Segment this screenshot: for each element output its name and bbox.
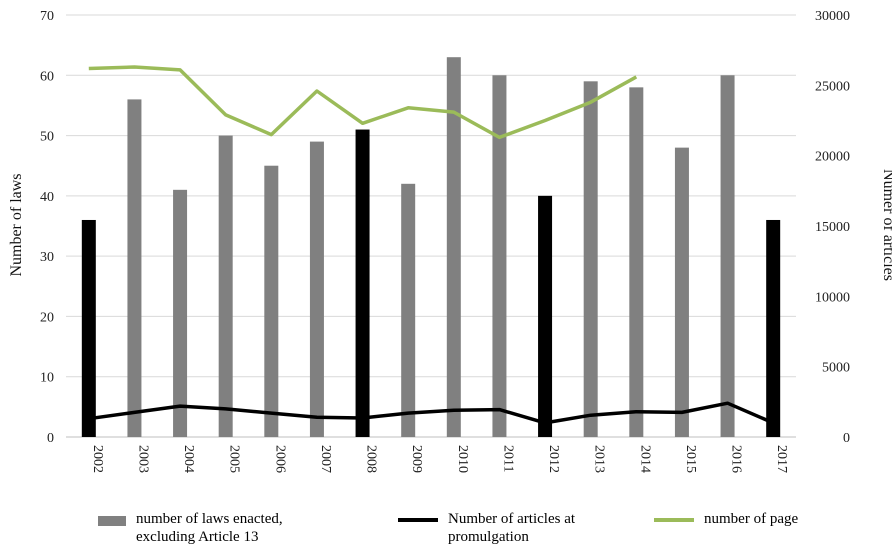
bar-2016 xyxy=(720,75,735,438)
x-tick-label: 2002 xyxy=(90,445,105,473)
bar-2008 xyxy=(355,129,370,438)
bar-2012 xyxy=(538,195,553,437)
legend-swatch-bar xyxy=(98,516,126,526)
left-tick-label: 10 xyxy=(40,371,54,386)
bar-2006 xyxy=(264,165,279,437)
x-tick-label: 2008 xyxy=(364,445,379,473)
legend-label-pages: number of page xyxy=(704,511,799,527)
left-tick-label: 40 xyxy=(40,190,54,205)
left-tick-label: 20 xyxy=(40,310,54,325)
left-tick-label: 50 xyxy=(40,130,54,145)
left-axis-ticks: 0 10 20 30 40 50 60 70 xyxy=(40,9,54,446)
right-axis-ticks: 0 5000 10000 15000 20000 25000 30000 xyxy=(815,9,850,446)
x-tick-label: 2004 xyxy=(181,445,196,473)
bar-2011 xyxy=(492,75,507,438)
articles-line xyxy=(88,401,774,425)
x-tick-label: 2017 xyxy=(774,445,789,473)
legend-label-laws: number of laws enacted, excluding Articl… xyxy=(136,511,283,545)
legend: number of laws enacted, excluding Articl… xyxy=(0,510,892,555)
legend-label-articles: Number of articles at promulgation xyxy=(448,511,576,545)
left-tick-label: 60 xyxy=(40,69,54,84)
right-axis-label: Numer of articles xyxy=(880,169,892,281)
x-tick-label: 2005 xyxy=(227,445,242,473)
legend-swatch-articles-line xyxy=(398,518,438,522)
bar-2015 xyxy=(674,147,689,437)
x-tick-label: 2009 xyxy=(409,445,424,473)
bar-2014 xyxy=(629,87,644,437)
left-tick-label: 0 xyxy=(47,431,54,446)
bar-2013 xyxy=(583,81,598,438)
x-tick-label: 2006 xyxy=(272,445,287,473)
line-series xyxy=(88,65,774,425)
bar-2004 xyxy=(173,189,188,437)
right-tick-label: 5000 xyxy=(822,361,850,376)
x-tick-label: 2003 xyxy=(135,445,150,473)
right-tick-label: 20000 xyxy=(815,150,850,165)
bar-2003 xyxy=(127,99,142,438)
x-tick-label: 2007 xyxy=(318,445,333,473)
x-axis-ticks: 2002 2003 2004 2005 2006 2007 2008 2009 2010 2011… xyxy=(90,445,789,473)
x-tick-label: 2014 xyxy=(637,445,652,473)
right-tick-label: 25000 xyxy=(815,79,850,94)
x-tick-label: 2016 xyxy=(729,445,744,473)
bar-2017 xyxy=(766,219,781,437)
x-tick-label: 2013 xyxy=(592,445,607,473)
bar-2002 xyxy=(81,219,96,437)
bar-2010 xyxy=(446,57,461,437)
right-tick-label: 0 xyxy=(843,431,850,446)
legend-item-laws: number of laws enacted, excluding Articl… xyxy=(98,510,283,546)
left-tick-label: 30 xyxy=(40,250,54,265)
right-tick-label: 30000 xyxy=(815,9,850,24)
legend-item-articles: Number of articles at promulgation xyxy=(398,510,575,546)
right-tick-label: 15000 xyxy=(815,220,850,235)
x-tick-label: 2012 xyxy=(546,445,561,473)
legend-swatch-pages-line xyxy=(654,518,694,522)
legend-item-pages: number of page xyxy=(654,510,798,528)
x-tick-label: 2010 xyxy=(455,445,470,473)
x-tick-label: 2015 xyxy=(683,445,698,473)
x-tick-label: 2011 xyxy=(500,445,515,472)
left-tick-label: 70 xyxy=(40,9,54,24)
bar-2007 xyxy=(309,141,324,437)
bar-2005 xyxy=(218,135,233,438)
pages-line xyxy=(88,65,638,140)
bar-series xyxy=(81,57,781,438)
bar-2009 xyxy=(401,183,416,437)
left-axis-label: Number of laws xyxy=(8,173,25,276)
right-tick-label: 10000 xyxy=(815,290,850,305)
